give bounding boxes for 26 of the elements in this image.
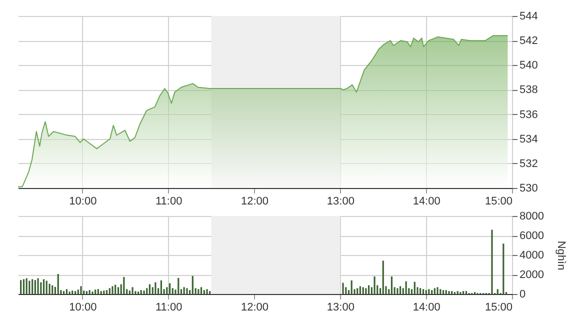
x-tick-label: 14:00: [412, 196, 440, 208]
y-tick-label: 6000: [520, 230, 544, 242]
x-tick-label: 13:00: [326, 196, 354, 208]
x-tick-label: 13:00: [326, 302, 354, 314]
y-axis-title: Nghìn: [554, 240, 567, 270]
y-tick-label: 542: [520, 35, 538, 48]
y-tick-label: 4000: [520, 250, 544, 262]
x-tick-label: 11:00: [155, 196, 182, 208]
x-tick-label: 10:00: [69, 302, 97, 314]
y-tick-label: 544: [520, 10, 538, 22]
x-tick-label: 14:00: [412, 302, 440, 314]
y-tick-label: 8000: [520, 210, 544, 222]
y-tick-label: 536: [520, 108, 538, 121]
y-tick-label: 532: [520, 158, 538, 170]
y-tick-label: 540: [520, 60, 538, 72]
x-tick-label: 15:00: [484, 302, 512, 314]
x-tick-label: 11:00: [155, 302, 182, 314]
y-tick-label: 530: [520, 182, 538, 194]
x-tick-label: 10:00: [69, 196, 97, 208]
x-tick-label: 12:00: [240, 302, 269, 314]
y-tick-label: 538: [520, 84, 538, 96]
x-tick-label: 12:00: [240, 196, 269, 208]
x-tick-label: 15:00: [484, 196, 512, 208]
y-tick-label: 0: [520, 288, 526, 300]
y-tick-label: 2000: [520, 269, 544, 281]
y-tick-label: 534: [520, 133, 538, 146]
